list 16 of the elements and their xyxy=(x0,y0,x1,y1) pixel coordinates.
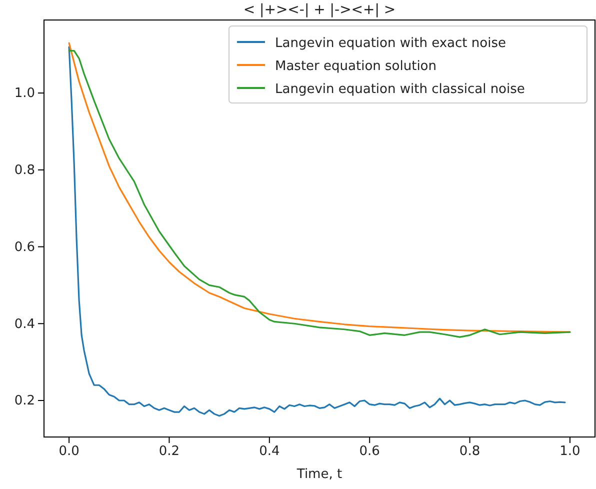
legend-label: Master equation solution xyxy=(275,59,436,74)
x-tick-label: 1.0 xyxy=(560,444,580,460)
y-tick-label: 0.4 xyxy=(14,316,35,332)
y-tick-label: 0.6 xyxy=(14,240,35,255)
x-tick-label: 0.2 xyxy=(158,444,180,460)
x-tick-label: 0.4 xyxy=(259,444,280,460)
legend-label: Langevin equation with classical noise xyxy=(275,82,525,97)
x-tick-label: 0.8 xyxy=(459,444,480,460)
y-tick-label: 1.0 xyxy=(14,86,35,102)
chart-title: < |+><-| + |-><+| > xyxy=(243,2,396,18)
y-tick-label: 0.8 xyxy=(14,163,35,178)
y-tick-label: 0.2 xyxy=(14,394,35,409)
legend-label: Langevin equation with exact noise xyxy=(275,36,506,51)
x-tick-label: 0.0 xyxy=(58,444,80,460)
x-tick-label: 0.6 xyxy=(359,444,380,460)
x-axis-title: Time, t xyxy=(296,467,342,482)
